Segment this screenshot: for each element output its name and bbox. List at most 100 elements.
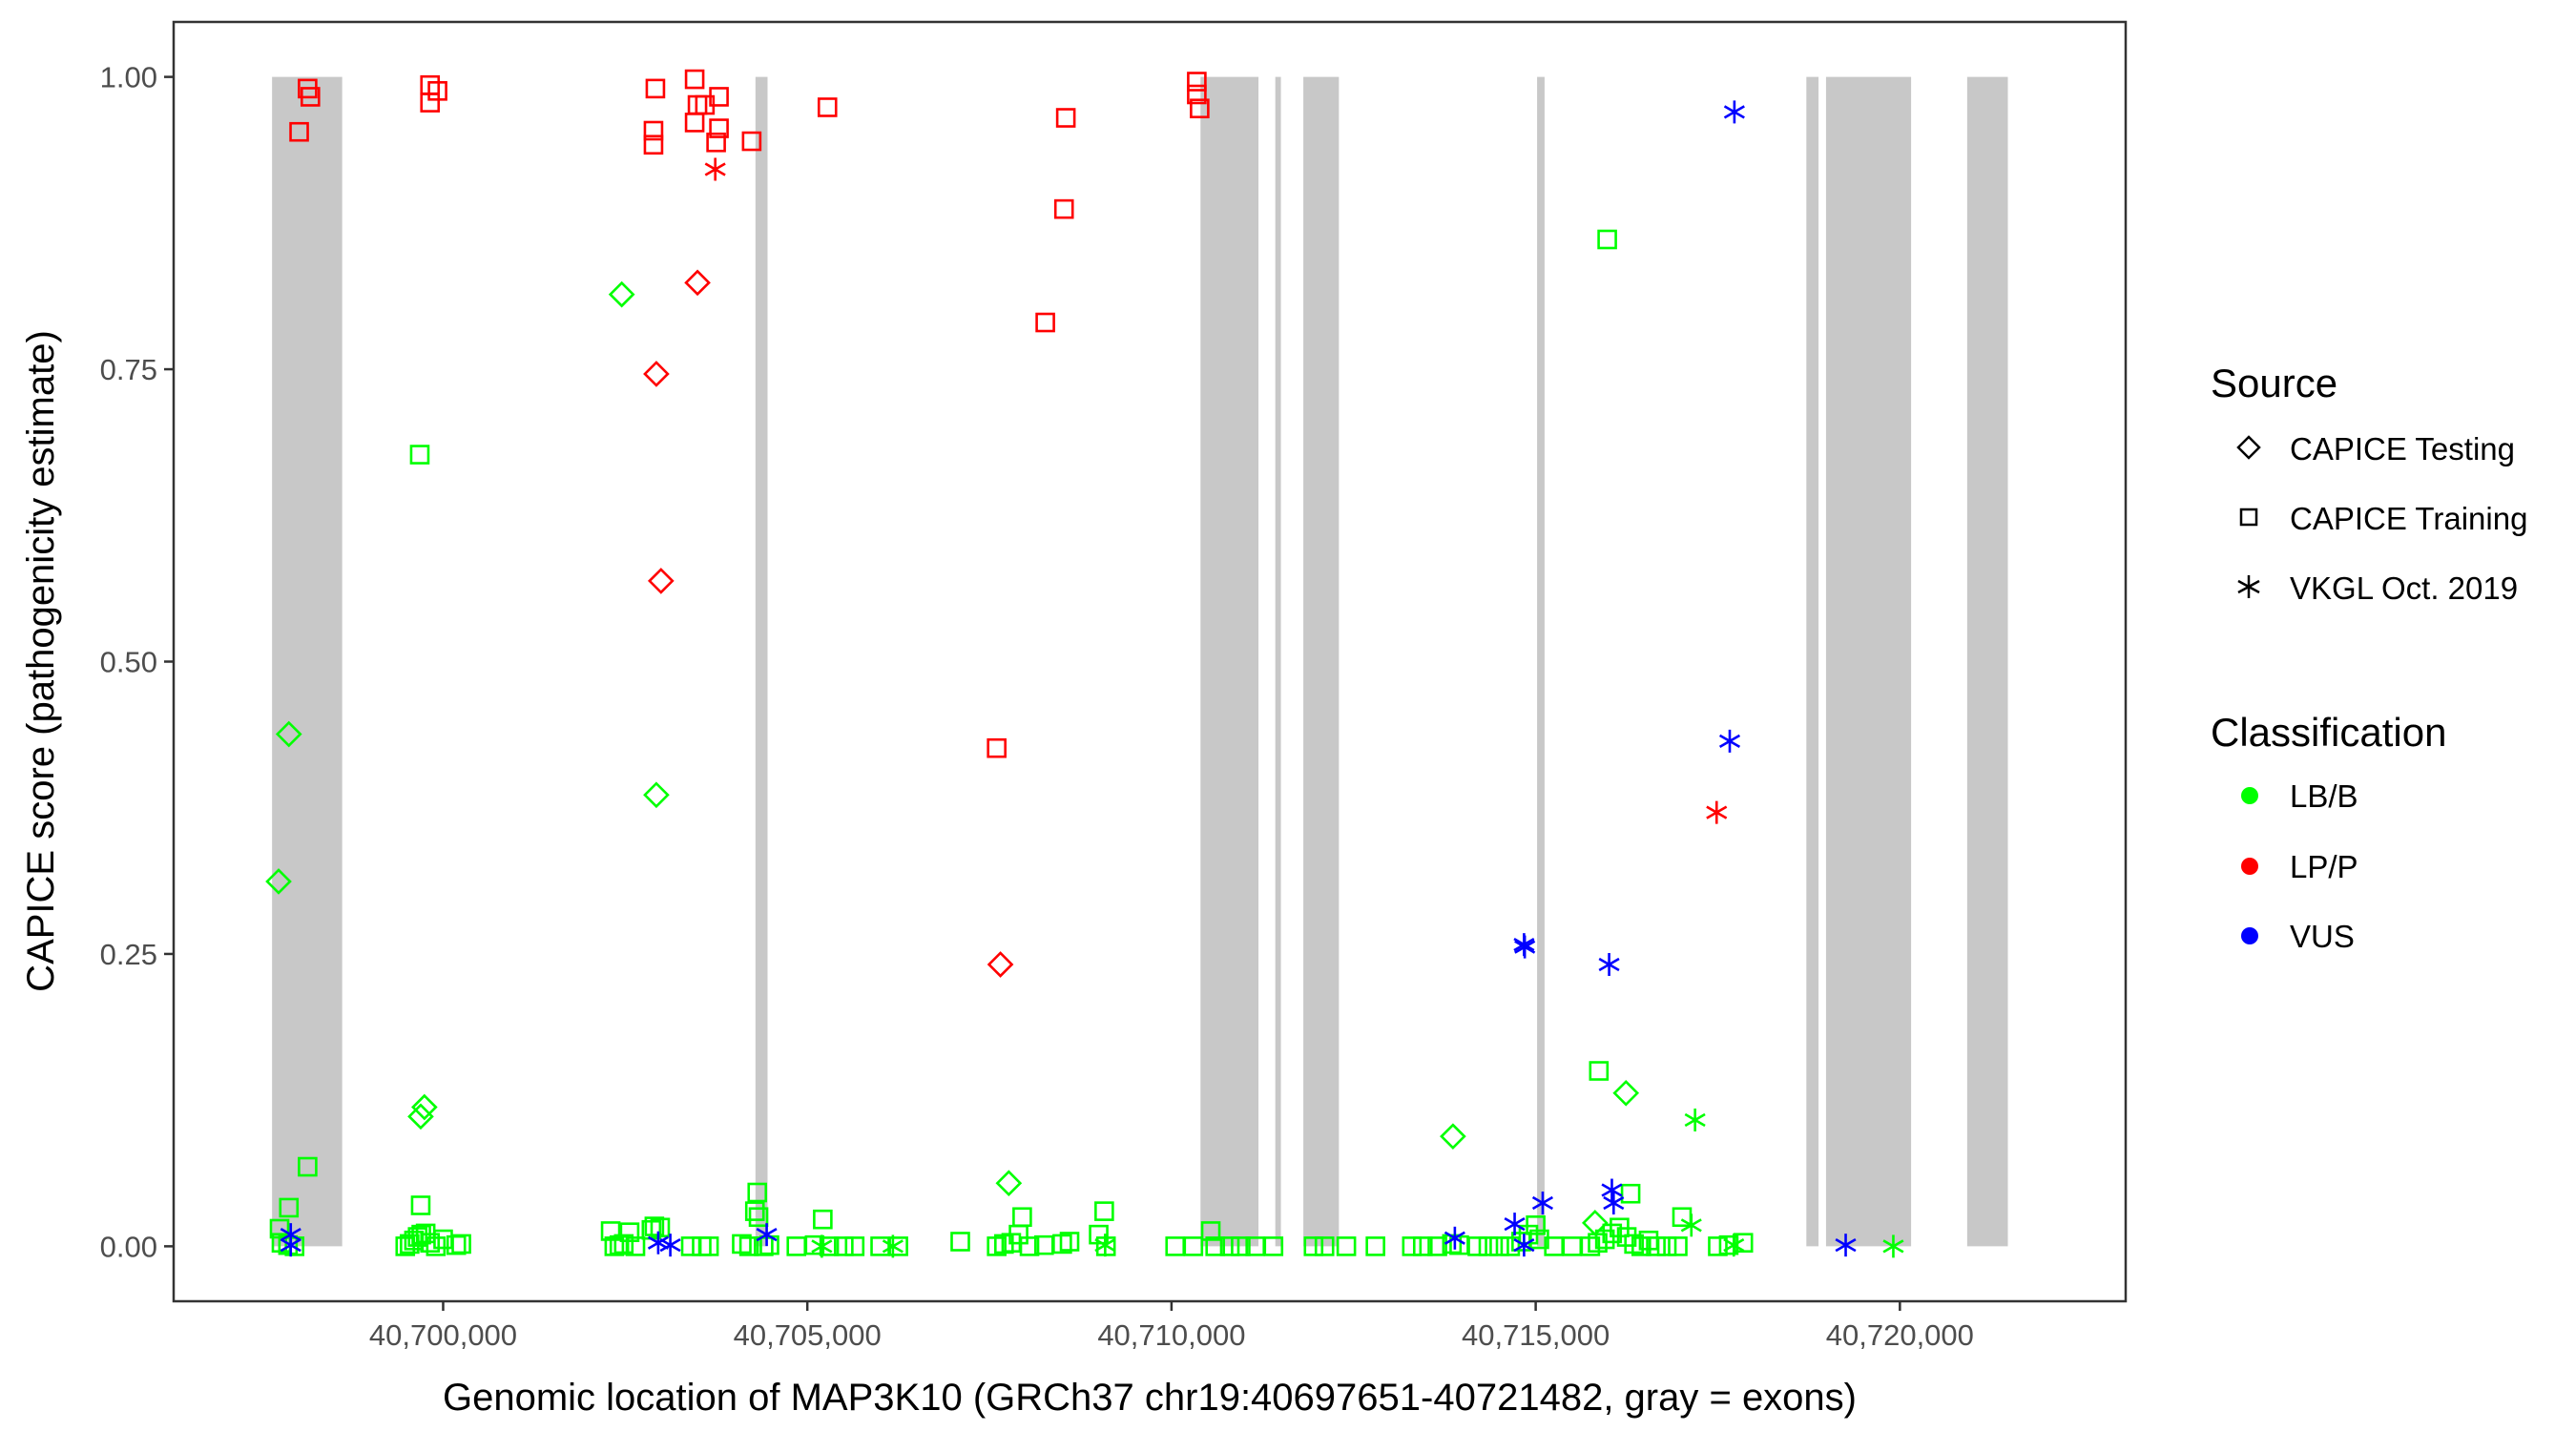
legend-item-vus: VUS	[2241, 919, 2355, 954]
exon-band	[755, 76, 768, 1247]
data-point-asterisk	[1601, 1178, 1623, 1202]
data-point-square	[1620, 1183, 1641, 1204]
data-point-square	[426, 1236, 447, 1256]
data-point-diamond	[995, 1170, 1023, 1197]
diamond-icon	[2236, 435, 2261, 460]
data-point-square	[732, 1234, 752, 1255]
data-point-square	[1303, 1236, 1324, 1256]
data-point-square	[1183, 1236, 1204, 1256]
data-point-square	[645, 78, 666, 99]
x-tick-label: 40,715,000	[1462, 1318, 1610, 1352]
data-point-square	[1467, 1236, 1487, 1256]
series-vkgl-oct-2019-lb-b	[811, 1109, 1904, 1258]
legend-label: CAPICE Testing	[2290, 431, 2515, 467]
data-point-square	[1597, 229, 1617, 250]
data-point-square	[738, 1236, 759, 1256]
exon-band	[1806, 76, 1819, 1247]
legend-label: VKGL Oct. 2019	[2290, 570, 2518, 606]
legend-item-capice-testing: CAPICE Testing	[2236, 431, 2515, 467]
x-axis: 40,700,000 40,705,000 40,710,000 40,715,000…	[369, 1301, 1974, 1352]
data-points	[265, 69, 1904, 1258]
data-point-square	[1624, 1234, 1644, 1255]
exon-band	[1966, 76, 2008, 1247]
series-vkgl-oct-2019-lp-p	[704, 157, 1728, 824]
data-point-asterisk	[1684, 1109, 1706, 1132]
data-point-square	[1190, 98, 1210, 119]
data-point-square	[1427, 1236, 1447, 1256]
data-point-diamond	[407, 1103, 434, 1130]
data-point-square	[410, 1195, 431, 1215]
exon-bands	[272, 76, 2008, 1247]
data-point-asterisk	[1723, 1234, 1745, 1257]
data-point-square	[1055, 108, 1076, 128]
data-point-diamond	[1612, 1079, 1640, 1107]
data-point-square	[1478, 1236, 1499, 1256]
data-point-asterisk	[1706, 800, 1728, 824]
data-point-diamond	[411, 1093, 438, 1121]
data-point-square	[1646, 1236, 1666, 1256]
data-point-square	[1718, 1234, 1739, 1255]
data-point-square	[748, 1207, 769, 1228]
data-point-square	[1200, 1221, 1221, 1241]
legend-label: VUS	[2290, 919, 2355, 954]
data-point-square	[1231, 1236, 1251, 1256]
data-point-diamond	[275, 720, 302, 748]
data-point-square	[451, 1234, 471, 1255]
data-point-asterisk	[1598, 952, 1620, 976]
y-tick-label: 1.00	[100, 61, 157, 94]
data-point-square	[706, 132, 726, 153]
data-point-asterisk	[704, 157, 726, 181]
data-point-asterisk	[756, 1223, 778, 1247]
exon-band	[272, 76, 343, 1247]
data-point-square	[1089, 1224, 1109, 1245]
legend-item-capice-training: CAPICE Training	[2239, 501, 2527, 536]
legend-label: LB/B	[2290, 778, 2358, 814]
y-tick-label: 0.25	[100, 938, 157, 971]
data-point-square	[1035, 312, 1055, 333]
x-tick-label: 40,705,000	[734, 1318, 882, 1352]
data-point-square	[409, 445, 430, 465]
data-point-square	[420, 1233, 441, 1254]
data-point-square	[1589, 1061, 1610, 1081]
blue-dot-icon	[2241, 927, 2258, 944]
x-tick-label: 40,720,000	[1826, 1318, 1974, 1352]
data-point-asterisk	[1723, 100, 1745, 124]
series-capice-testing-lp-p	[643, 269, 1014, 978]
data-point-square	[1489, 1236, 1509, 1256]
data-point-square	[1219, 1236, 1240, 1256]
data-point-asterisk	[659, 1234, 681, 1257]
data-point-square	[817, 97, 838, 117]
data-point-asterisk	[280, 1234, 301, 1257]
data-point-square	[643, 135, 664, 156]
legend: Source CAPICE Testing CAPICE Training VK…	[2211, 361, 2527, 954]
data-point-diamond	[265, 868, 292, 895]
data-point-diamond	[643, 781, 670, 809]
exon-band	[1825, 76, 1912, 1247]
data-point-square	[709, 118, 729, 138]
y-axis-title: CAPICE score (pathogenicity estimate)	[20, 330, 62, 992]
data-point-square	[625, 1236, 646, 1256]
y-tick-label: 0.75	[100, 353, 157, 386]
data-point-square	[650, 1217, 671, 1238]
exon-band	[1200, 76, 1259, 1247]
asterisk-icon	[2237, 575, 2260, 598]
data-point-square	[1631, 1236, 1652, 1256]
data-point-square	[813, 1209, 833, 1230]
data-point-square	[684, 113, 705, 133]
data-point-diamond	[643, 361, 670, 387]
data-point-square	[1012, 1207, 1032, 1228]
data-point-square	[1187, 84, 1207, 105]
data-point-square	[741, 131, 762, 152]
y-axis: 0.00 0.25 0.50 0.75 1.00	[100, 61, 174, 1263]
data-point-square	[987, 1236, 1007, 1256]
data-point-square	[1019, 1236, 1040, 1256]
green-dot-icon	[2241, 787, 2258, 804]
legend-classification-title: Classification	[2211, 710, 2446, 755]
data-point-square	[298, 1156, 318, 1177]
y-tick-label: 0.00	[100, 1230, 157, 1263]
red-dot-icon	[2241, 858, 2258, 875]
data-point-square	[300, 87, 321, 107]
data-point-square	[888, 1236, 908, 1256]
data-point-square	[1205, 1236, 1226, 1256]
data-point-asterisk	[1514, 935, 1536, 959]
